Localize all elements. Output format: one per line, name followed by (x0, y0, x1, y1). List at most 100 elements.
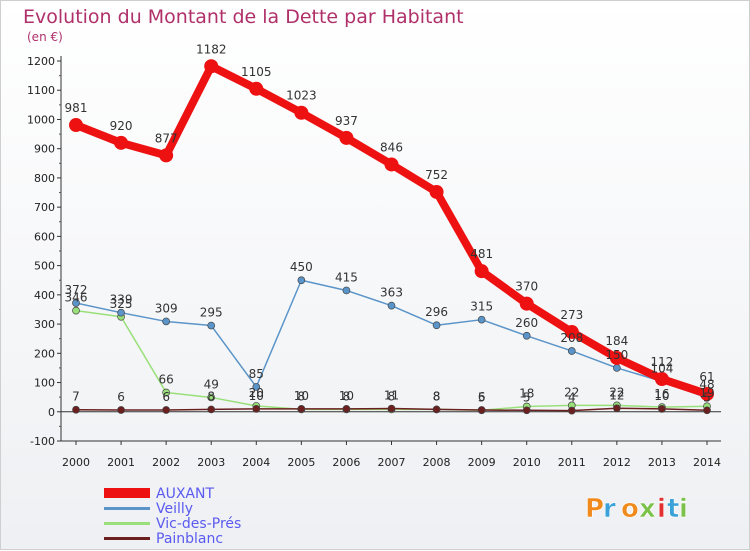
data-label: 150 (605, 348, 628, 362)
series-painblanc (72, 404, 711, 415)
data-label: 752 (425, 168, 448, 182)
data-label: 8 (433, 389, 441, 403)
x-tick-label: 2000 (62, 456, 90, 469)
data-point (294, 105, 309, 120)
data-point (567, 347, 576, 355)
data-label: 8 (388, 389, 396, 403)
legend-label: Veilly (156, 501, 193, 517)
y-tick-label: 700 (34, 201, 55, 214)
data-point (162, 388, 170, 397)
data-label: 5 (703, 390, 711, 404)
data-label: 315 (470, 300, 493, 314)
data-point (474, 264, 489, 279)
x-tick-label: 2010 (513, 456, 541, 469)
data-label: 6 (478, 390, 486, 404)
legend-label: Vic-des-Prés (156, 516, 241, 532)
data-label: 5 (523, 390, 531, 404)
x-tick-label: 2008 (423, 456, 451, 469)
x-tick-label: 2005 (287, 456, 315, 469)
data-point (114, 135, 129, 150)
data-point (159, 148, 174, 163)
legend-swatch (104, 488, 150, 498)
data-label: 20 (249, 386, 264, 400)
data-label: 19 (699, 386, 714, 400)
x-tick-label: 2012 (603, 456, 631, 469)
data-point (567, 406, 576, 415)
data-label: 22 (609, 385, 624, 399)
x-tick-label: 2003 (197, 456, 225, 469)
chart-subtitle: (en €) (27, 30, 63, 44)
y-tick-label: 1100 (27, 84, 55, 97)
logo-letter: x (639, 494, 657, 524)
data-label: 184 (605, 334, 628, 348)
data-label: 309 (155, 301, 178, 315)
data-label: 22 (564, 385, 579, 399)
data-point (204, 59, 219, 74)
data-label: 346 (65, 291, 88, 305)
data-point (613, 364, 621, 372)
data-label: 295 (200, 306, 223, 320)
data-label: 18 (519, 387, 534, 401)
data-point (654, 372, 669, 387)
data-point (432, 321, 441, 330)
logo-letter: t (667, 494, 680, 524)
y-tick-label: 1000 (27, 113, 55, 126)
data-point (339, 130, 354, 145)
data-point (477, 406, 486, 414)
data-label: 8 (343, 389, 351, 403)
data-point (703, 406, 711, 415)
data-point (519, 296, 534, 311)
data-point (387, 301, 396, 310)
data-point (700, 386, 714, 401)
data-point (207, 405, 216, 414)
y-tick-label: 200 (34, 347, 55, 360)
data-label: 920 (110, 119, 133, 133)
data-point (432, 405, 441, 414)
data-label: 937 (335, 114, 358, 128)
data-point (477, 315, 486, 324)
data-point (297, 404, 306, 413)
data-label: 8 (433, 389, 441, 403)
data-label: 296 (425, 305, 448, 319)
data-label: 339 (110, 293, 133, 307)
data-label: 10 (339, 389, 354, 403)
data-point (522, 406, 531, 415)
data-label: 1105 (241, 65, 272, 79)
data-label: 450 (290, 260, 313, 274)
data-label: 481 (470, 247, 493, 261)
y-tick-label: 500 (34, 260, 55, 273)
x-tick-label: 2001 (107, 456, 135, 469)
x-tick-label: 2007 (378, 456, 406, 469)
data-point (249, 81, 264, 96)
data-label: 363 (380, 286, 403, 300)
data-label: 11 (384, 389, 399, 403)
data-point (207, 321, 216, 330)
y-tick-label: 100 (34, 377, 55, 390)
data-label: 260 (515, 316, 538, 330)
data-point (564, 324, 579, 339)
data-label: 8 (207, 389, 215, 403)
data-label: 61 (699, 370, 714, 384)
data-point (69, 118, 83, 133)
logo-letter: i (679, 494, 689, 524)
data-label: 10 (654, 389, 669, 403)
data-label: 370 (515, 280, 538, 294)
data-point (117, 308, 125, 317)
data-label: 1182 (196, 42, 227, 56)
series-auxant (69, 59, 714, 401)
data-label: 10 (294, 389, 309, 403)
data-point (162, 406, 170, 414)
data-label: 49 (204, 377, 219, 391)
series-layer (69, 59, 714, 415)
data-label: 5 (478, 390, 486, 404)
data-point (162, 317, 170, 326)
data-point (297, 276, 306, 285)
y-tick-label: 400 (34, 289, 55, 302)
data-label: 4 (568, 391, 576, 405)
data-point (342, 404, 351, 413)
data-label: 7 (72, 390, 80, 404)
data-point (72, 306, 80, 315)
